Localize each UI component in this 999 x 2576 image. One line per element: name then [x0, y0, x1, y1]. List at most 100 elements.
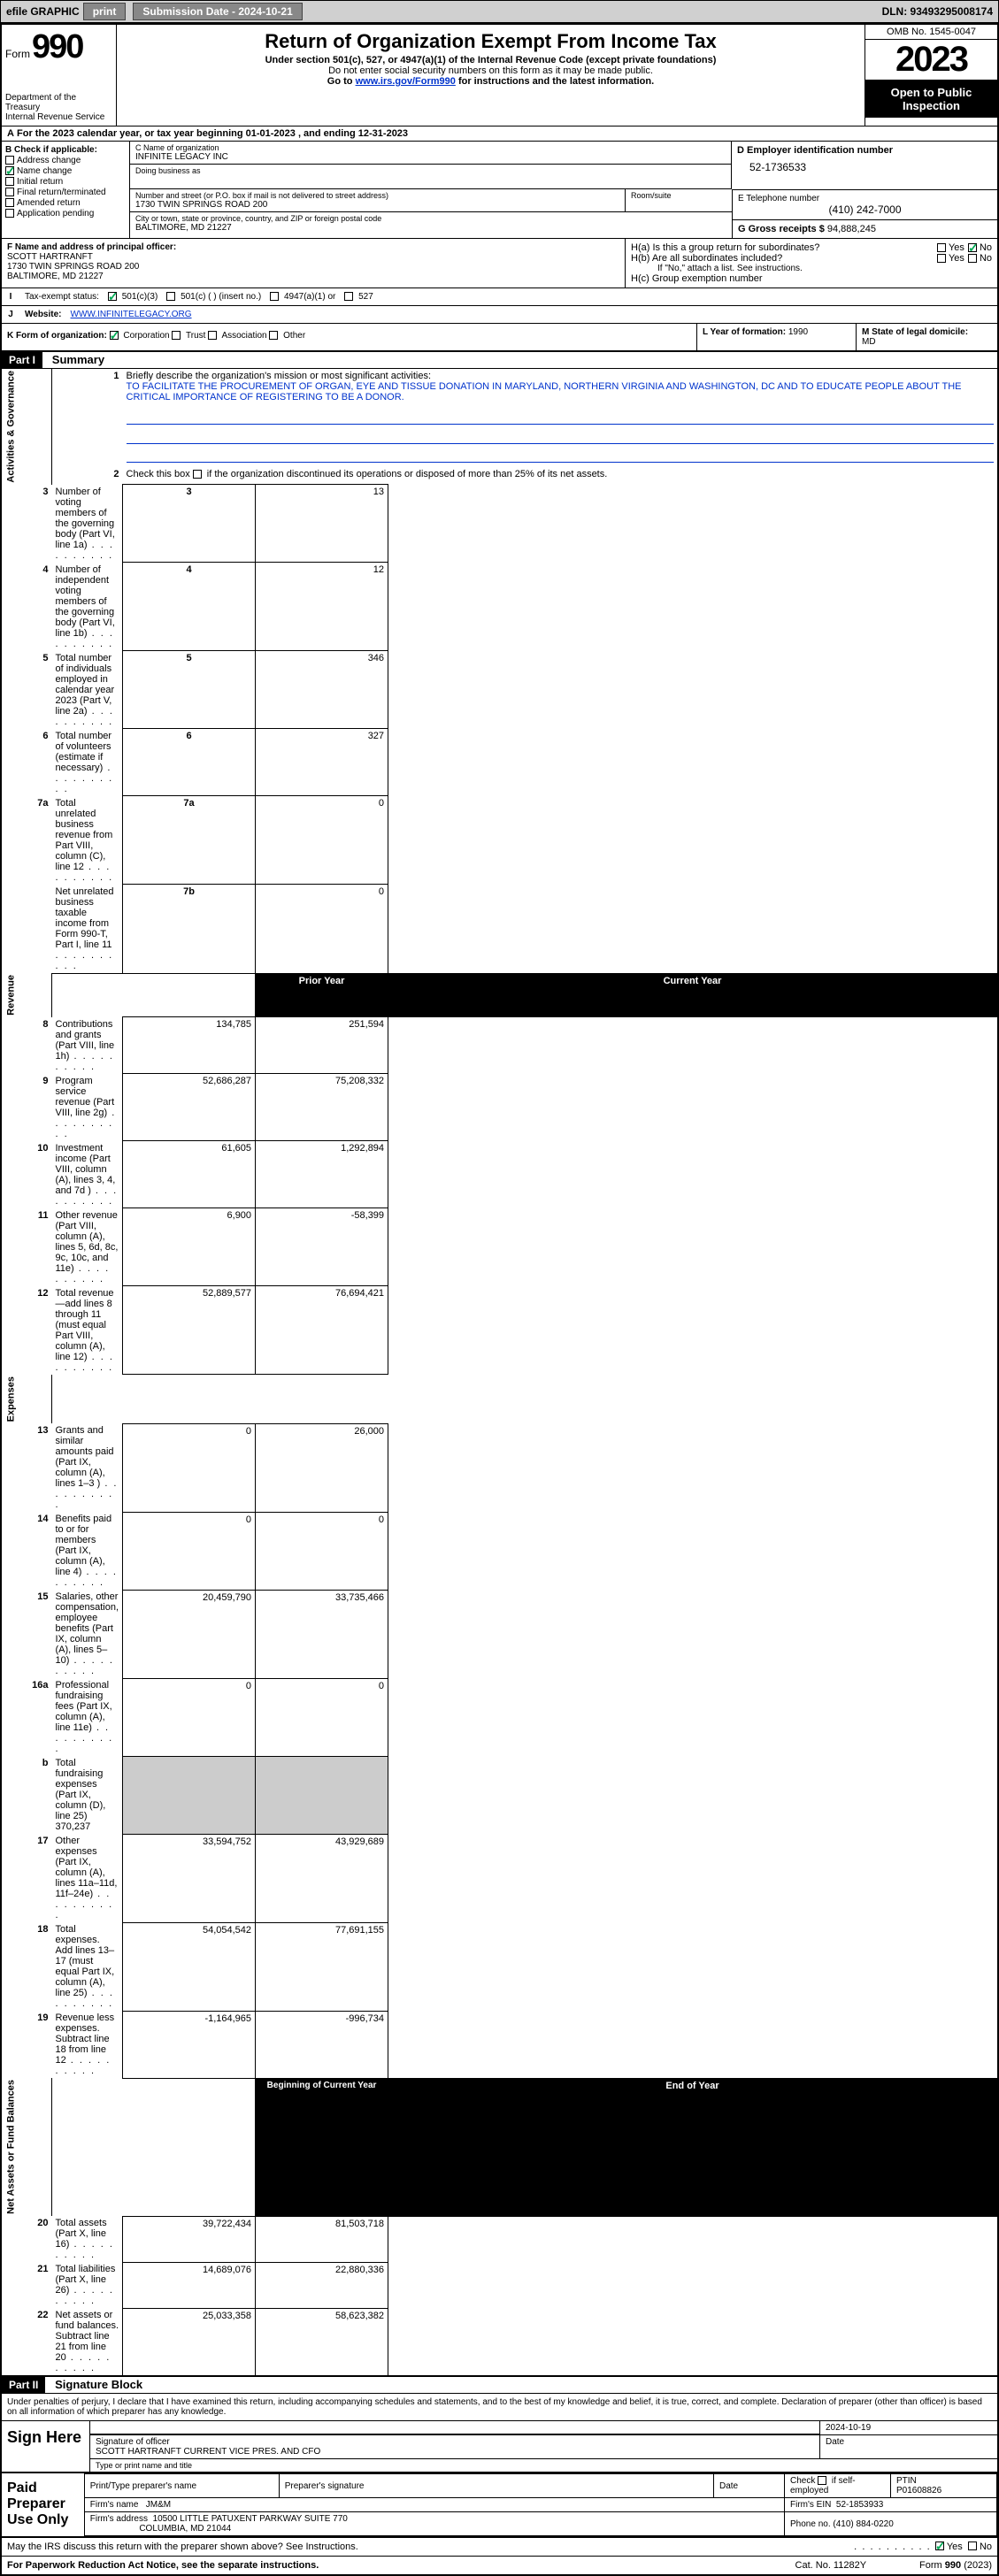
- sub3-post: for instructions and the latest informat…: [458, 76, 654, 87]
- irs-label: Internal Revenue Service: [5, 112, 112, 122]
- header-mid: Return of Organization Exempt From Incom…: [117, 25, 865, 126]
- footer-row: For Paperwork Reduction Act Notice, see …: [2, 2556, 997, 2574]
- cb-addr-change[interactable]: Address change: [5, 156, 126, 165]
- sig-date-label: Date: [820, 2435, 997, 2458]
- firm-phone-cell: Phone no. (410) 884-0220: [785, 2512, 997, 2536]
- cb-4947[interactable]: [270, 292, 279, 301]
- pt-name-label: Print/Type preparer's name: [84, 2474, 279, 2498]
- dba-label: Doing business as: [135, 166, 726, 175]
- table-row: 9 Program service revenue (Part VIII, li…: [2, 1074, 997, 1141]
- form-header: Form 990 Department of the Treasury Inte…: [2, 25, 997, 126]
- header-left: Form 990 Department of the Treasury Inte…: [2, 25, 117, 126]
- penalties-text: Under penalties of perjury, I declare th…: [2, 2394, 997, 2421]
- table-row: 12 Total revenue—add lines 8 through 11 …: [2, 1286, 997, 1375]
- form-title: Return of Organization Exempt From Incom…: [124, 30, 857, 53]
- city-cell: City or town, state or province, country…: [130, 212, 732, 234]
- org-name-cell: C Name of organization INFINITE LEGACY I…: [130, 142, 731, 165]
- row-a-text: For the 2023 calendar year, or tax year …: [17, 128, 408, 139]
- officer-addr2: BALTIMORE, MD 21227: [7, 272, 104, 281]
- l-value: 1990: [788, 327, 808, 337]
- open-public-badge: Open to Public Inspection: [865, 80, 997, 118]
- table-row: 15 Salaries, other compensation, employe…: [2, 1590, 997, 1678]
- cb-name-change[interactable]: Name change: [5, 166, 126, 176]
- row-a: A For the 2023 calendar year, or tax yea…: [2, 126, 997, 142]
- street-value: 1730 TWIN SPRINGS ROAD 200: [135, 200, 619, 210]
- print-button[interactable]: print: [83, 3, 127, 20]
- irs-link[interactable]: www.irs.gov/Form990: [356, 76, 456, 87]
- subtitle-3: Go to www.irs.gov/Form990 for instructio…: [124, 76, 857, 87]
- cb-initial[interactable]: Initial return: [5, 177, 126, 187]
- table-row: Net unrelated business taxable income fr…: [2, 885, 997, 974]
- ha-yes: Yes: [949, 242, 964, 253]
- cb-501c[interactable]: [166, 292, 175, 301]
- footer-mid: Cat. No. 11282Y: [795, 2560, 867, 2571]
- tax-year: 2023: [865, 40, 997, 80]
- part2-title: Signature Block: [55, 2378, 142, 2391]
- table-row: 7a Total unrelated business revenue from…: [2, 796, 997, 885]
- officer-addr1: 1730 TWIN SPRINGS ROAD 200: [7, 262, 139, 272]
- table-row: b Total fundraising expenses (Part IX, c…: [2, 1756, 997, 1834]
- phone-value: (410) 242-7000: [738, 203, 992, 216]
- cb-amended[interactable]: Amended return: [5, 198, 126, 208]
- h-col: H(a) Is this a group return for subordin…: [626, 239, 997, 288]
- i-text: Tax-exempt status:: [25, 292, 99, 302]
- discuss-text: May the IRS discuss this return with the…: [7, 2542, 851, 2552]
- cb-final[interactable]: Final return/terminated: [5, 188, 126, 197]
- cb-corp[interactable]: [110, 331, 119, 340]
- header-right: OMB No. 1545-0047 2023 Open to Public In…: [865, 25, 997, 126]
- street-label: Number and street (or P.O. box if mail i…: [135, 191, 619, 200]
- table-row: 6 Total number of volunteers (estimate i…: [2, 729, 997, 796]
- discuss-row: May the IRS discuss this return with the…: [2, 2538, 997, 2556]
- prior-head: Prior Year: [256, 973, 388, 1017]
- col-cdef: C Name of organization INFINITE LEGACY I…: [130, 142, 997, 238]
- sig-date-value: 2024-10-19: [820, 2421, 997, 2434]
- website-link[interactable]: WWW.INFINITELEGACY.ORG: [71, 310, 192, 319]
- table-row: 18 Total expenses. Add lines 13–17 (must…: [2, 1922, 997, 2011]
- dln-label: DLN: 93493295008174: [882, 5, 993, 18]
- cb-501c3[interactable]: [108, 292, 117, 301]
- submission-date-button[interactable]: Submission Date - 2024-10-21: [133, 3, 302, 20]
- cb-other-org[interactable]: [269, 331, 278, 340]
- cb-discuss-no[interactable]: [968, 2542, 977, 2550]
- section-bc: B Check if applicable: Address change Na…: [2, 142, 997, 239]
- row-a-label: A: [7, 128, 14, 139]
- paid-preparer-block: Paid Preparer Use Only Print/Type prepar…: [2, 2473, 997, 2538]
- table-row: 8 Contributions and grants (Part VIII, l…: [2, 1017, 997, 1074]
- e-phone-cell: E Telephone number (410) 242-7000: [733, 189, 997, 219]
- ein-value: 52-1736533: [732, 159, 997, 175]
- g-label: G Gross receipts $: [738, 224, 825, 234]
- ha-no: No: [980, 242, 992, 253]
- part2-bar: Part II Signature Block: [2, 2377, 997, 2394]
- form-container: Form 990 Department of the Treasury Inte…: [0, 23, 999, 2576]
- cb-assoc[interactable]: [208, 331, 217, 340]
- f-label: F Name and address of principal officer:: [7, 242, 176, 252]
- col-b-label: B Check if applicable:: [5, 145, 97, 155]
- firm-ein-cell: Firm's EIN 52-1853933: [785, 2498, 997, 2512]
- footer-right: Form 990 (2023): [919, 2560, 992, 2571]
- table-row: 19 Revenue less expenses. Subtract line …: [2, 2011, 997, 2078]
- subtitle-1: Under section 501(c), 527, or 4947(a)(1)…: [124, 55, 857, 65]
- cb-discontinued[interactable]: [193, 470, 202, 479]
- cb-527[interactable]: [344, 292, 353, 301]
- cb-trust[interactable]: [172, 331, 181, 340]
- ha-label: H(a) Is this a group return for subordin…: [631, 242, 934, 253]
- hc-label: H(c) Group exemption number: [631, 273, 992, 284]
- table-row: 22 Net assets or fund balances. Subtract…: [2, 2308, 997, 2376]
- m-value: MD: [862, 337, 876, 347]
- cb-app-pending[interactable]: Application pending: [5, 209, 126, 218]
- firm-name-cell: Firm's name JM&M: [84, 2498, 784, 2512]
- sig-officer-label: Signature of officer: [96, 2437, 814, 2447]
- beg-head: Beginning of Current Year: [256, 2078, 388, 2216]
- side-ag: Activities & Governance: [2, 369, 52, 485]
- room-cell: Room/suite: [626, 189, 732, 211]
- cb-discuss-yes[interactable]: [935, 2542, 944, 2550]
- street-cell: Number and street (or P.O. box if mail i…: [130, 189, 626, 211]
- table-row: 11 Other revenue (Part VIII, column (A),…: [2, 1208, 997, 1286]
- dept-label: Department of the Treasury: [5, 93, 112, 112]
- hb-label: H(b) Are all subordinates included?: [631, 253, 934, 264]
- table-row: 17 Other expenses (Part IX, column (A), …: [2, 1834, 997, 1922]
- q1-label: Briefly describe the organization's miss…: [127, 371, 431, 381]
- table-row: 5 Total number of individuals employed i…: [2, 651, 997, 729]
- part2-header: Part II: [2, 2377, 45, 2393]
- cb-self-emp[interactable]: [818, 2476, 826, 2485]
